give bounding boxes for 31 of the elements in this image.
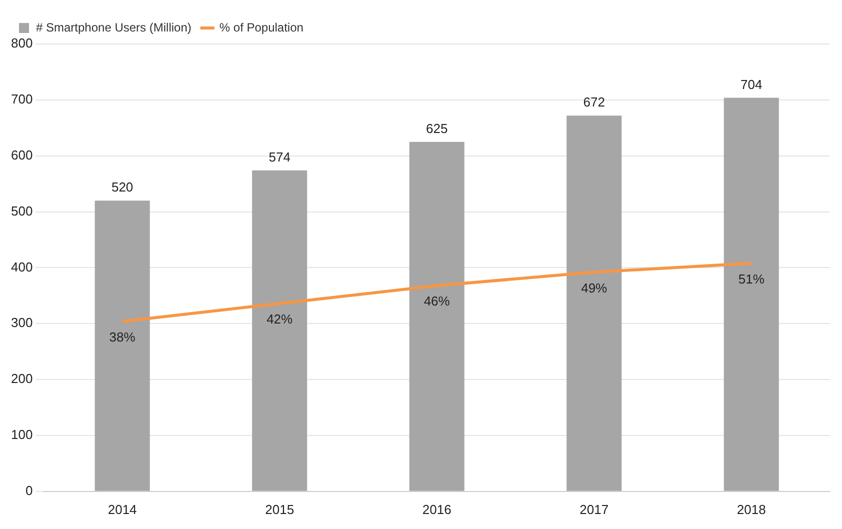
bar <box>724 98 779 491</box>
data-label: 520 <box>111 180 134 195</box>
data-label: 46% <box>424 294 450 309</box>
x-tick-label: 2018 <box>736 502 766 517</box>
bar <box>252 170 308 491</box>
y-tick-label: 800 <box>10 36 33 51</box>
data-label: 38% <box>109 329 136 344</box>
y-tick-label: 500 <box>10 203 33 218</box>
legend-label: # Smartphone Users (Million) <box>36 20 192 34</box>
data-label: 704 <box>740 76 762 92</box>
data-label: 51% <box>738 271 765 286</box>
data-label: 672 <box>583 94 605 110</box>
y-tick-label: 0 <box>25 482 33 498</box>
data-label: 49% <box>581 280 608 296</box>
bar <box>566 116 622 491</box>
y-tick-label: 100 <box>10 427 33 442</box>
x-tick-label: 2014 <box>108 502 137 517</box>
x-tick-label: 2016 <box>422 502 452 517</box>
data-label: 625 <box>426 120 448 136</box>
y-tick-label: 400 <box>10 259 33 274</box>
data-label: 42% <box>266 312 294 327</box>
legend-label: % of Population <box>219 20 304 34</box>
bar <box>409 142 464 491</box>
bar <box>94 200 150 491</box>
y-tick-label: 600 <box>10 147 33 162</box>
x-tick-label: 2015 <box>265 502 294 517</box>
x-tick-label: 2017 <box>580 502 609 517</box>
y-tick-label: 700 <box>10 92 33 107</box>
y-tick-label: 300 <box>10 315 33 330</box>
y-tick-label: 200 <box>10 371 33 386</box>
data-label: 574 <box>268 149 290 164</box>
